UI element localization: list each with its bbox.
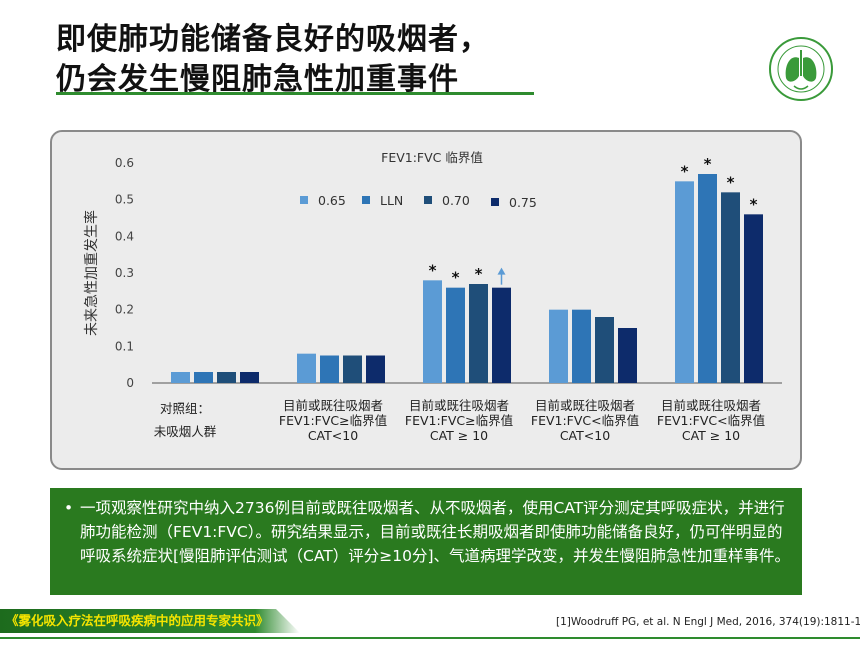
footer-source-banner: 《雾化吸入疗法在呼吸疾病中的应用专家共识》: [0, 609, 300, 633]
bar: [698, 174, 717, 383]
reference-citation: [1]Woodruff PG, et al. N Engl J Med, 201…: [556, 616, 860, 628]
category-label: CAT ≥ 10: [430, 428, 488, 443]
note-bullet: •: [64, 499, 74, 517]
bar: [744, 214, 763, 383]
chart-panel: 0 0.1 0.2 0.3 0.4 0.5 0.6 未来急性加重发生率 FEV1:FVC 临界值…: [50, 130, 802, 470]
slide-title-line1: 即使肺功能储备良好的吸烟者，: [56, 22, 490, 57]
legend-swatch: [424, 196, 432, 204]
y-tick-label: 0.5: [115, 193, 134, 207]
significance-asterisk: *: [704, 155, 712, 173]
y-tick-label: 0.1: [115, 339, 134, 353]
legend-label: 0.75: [509, 195, 537, 210]
legend-swatch: [362, 196, 370, 204]
y-tick-label: 0.4: [115, 229, 134, 243]
slide-title-line2: 仍会发生慢阻肺急性加重事件: [56, 62, 459, 97]
bar: [492, 287, 511, 383]
bar: [366, 355, 385, 383]
category-label: 目前或既往吸烟者: [409, 398, 509, 413]
bar: [217, 372, 236, 383]
bar: [721, 192, 740, 383]
bar: [171, 372, 190, 383]
legend-swatch: [491, 198, 499, 206]
significance-asterisk: *: [475, 265, 483, 283]
y-axis-label: 未来急性加重发生率: [83, 210, 100, 336]
bar: [343, 355, 362, 383]
legend-label: 0.70: [442, 193, 470, 208]
category-label: FEV1:FVC≥临界值: [279, 413, 387, 428]
legend-title: FEV1:FVC 临界值: [381, 150, 483, 165]
title-underline: [56, 92, 534, 95]
category-label: CAT<10: [560, 428, 610, 443]
bar: [320, 355, 339, 383]
bar-chart: 0 0.1 0.2 0.3 0.4 0.5 0.6 未来急性加重发生率 FEV1:FVC 临界值…: [83, 150, 782, 443]
study-note-box: • 一项观察性研究中纳入2736例目前或既往吸烟者、从不吸烟者，使用CAT评分测…: [50, 488, 802, 595]
significance-asterisk: *: [681, 162, 689, 180]
significance-asterisk: *: [429, 261, 437, 279]
y-tick-label: 0.2: [115, 303, 134, 317]
category-label: FEV1:FVC≥临界值: [405, 413, 513, 428]
y-tick-label: 0.6: [115, 156, 134, 170]
bar: [618, 328, 637, 383]
significance-asterisk: *: [452, 269, 460, 287]
bar: [446, 287, 465, 383]
significance-asterisk: *: [750, 195, 758, 213]
society-logo-icon: [769, 37, 833, 101]
bar: [423, 280, 442, 383]
bar: [549, 309, 568, 383]
category-label: 目前或既往吸烟者: [661, 398, 761, 413]
bar: [469, 284, 488, 383]
category-label: 未吸烟人群: [154, 424, 217, 439]
category-label: 目前或既往吸烟者: [535, 398, 635, 413]
study-note-text: 一项观察性研究中纳入2736例目前或既往吸烟者、从不吸烟者，使用CAT评分测定其…: [80, 499, 790, 565]
up-arrow-icon: [497, 267, 506, 275]
category-label: CAT<10: [308, 428, 358, 443]
significance-asterisk: *: [727, 173, 735, 191]
bar: [572, 309, 591, 383]
bar: [194, 372, 213, 383]
legend-label: 0.65: [318, 193, 346, 208]
bar: [595, 317, 614, 383]
legend-swatch: [300, 196, 308, 204]
category-label: CAT ≥ 10: [682, 428, 740, 443]
category-label: FEV1:FVC<临界值: [531, 413, 639, 428]
category-label: 对照组：: [160, 401, 210, 416]
legend-label: LLN: [380, 193, 403, 208]
category-label: FEV1:FVC<临界值: [657, 413, 765, 428]
category-label: 目前或既往吸烟者: [283, 398, 383, 413]
y-tick-label: 0.3: [115, 266, 134, 280]
bar: [297, 353, 316, 383]
bar: [240, 372, 259, 383]
bottom-divider: [0, 637, 860, 639]
y-tick-label: 0: [126, 376, 134, 390]
bar: [675, 181, 694, 383]
